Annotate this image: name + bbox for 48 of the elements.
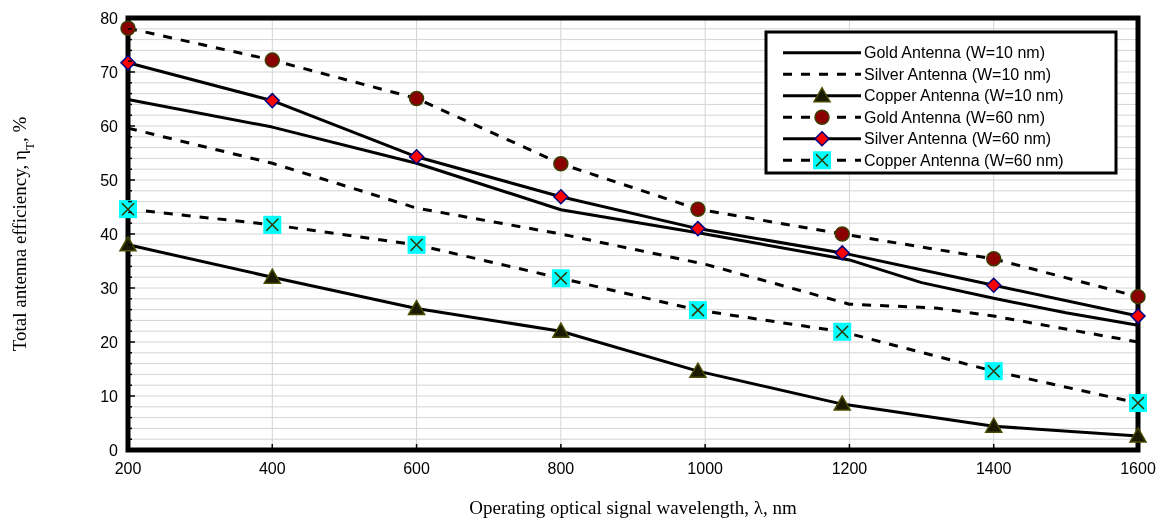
point xyxy=(120,20,136,37)
point xyxy=(689,362,707,378)
y-tick-label: 40 xyxy=(100,225,119,243)
point xyxy=(119,236,137,252)
point xyxy=(833,395,851,411)
legend-label: Silver Antenna (W=10 nm) xyxy=(864,65,1052,83)
point xyxy=(120,55,136,71)
legend-label: Copper Antenna (W=10 nm) xyxy=(864,87,1064,105)
x-tick-label: 1200 xyxy=(831,460,868,477)
point xyxy=(1130,288,1146,305)
point xyxy=(1129,427,1147,443)
point xyxy=(263,268,282,284)
point xyxy=(1130,308,1146,324)
x-tick-label: 1000 xyxy=(687,460,724,477)
y-tick-label: 10 xyxy=(100,387,119,405)
y-tick-label: 60 xyxy=(100,117,119,135)
y-tick-label: 70 xyxy=(100,63,119,81)
legend-label: Silver Antenna (W=60 nm) xyxy=(864,130,1052,148)
y-tick-label: 30 xyxy=(100,279,119,297)
y-tick-label: 80 xyxy=(100,9,119,27)
point xyxy=(552,322,570,338)
x-tick-label: 600 xyxy=(403,460,431,477)
legend-label: Gold Antenna (W=60 nm) xyxy=(864,108,1045,126)
legend-label: Copper Antenna (W=60 nm) xyxy=(864,151,1064,169)
point xyxy=(553,156,569,172)
x-axis-title: Operating optical signal wavelength, λ, nm xyxy=(469,497,797,518)
point xyxy=(834,245,850,261)
point xyxy=(985,251,1002,267)
y-tick-label: 0 xyxy=(109,441,119,459)
point xyxy=(408,149,425,165)
y-tick-label: 20 xyxy=(100,333,119,351)
legend-label: Gold Antenna (W=10 nm) xyxy=(864,44,1045,62)
point xyxy=(985,277,1002,294)
point xyxy=(407,299,426,316)
point xyxy=(984,417,1003,433)
x-tick-label: 200 xyxy=(114,460,142,477)
point xyxy=(690,220,706,237)
point xyxy=(553,188,569,205)
point xyxy=(834,226,850,242)
point xyxy=(408,90,425,107)
point xyxy=(264,52,281,68)
point xyxy=(264,92,281,109)
point xyxy=(690,201,706,217)
x-tick-label: 1600 xyxy=(1120,460,1156,477)
y-tick-label: 50 xyxy=(100,171,119,189)
x-tick-label: 400 xyxy=(258,460,286,477)
x-tick-label: 800 xyxy=(547,460,575,477)
x-tick-label: 1400 xyxy=(975,460,1012,477)
